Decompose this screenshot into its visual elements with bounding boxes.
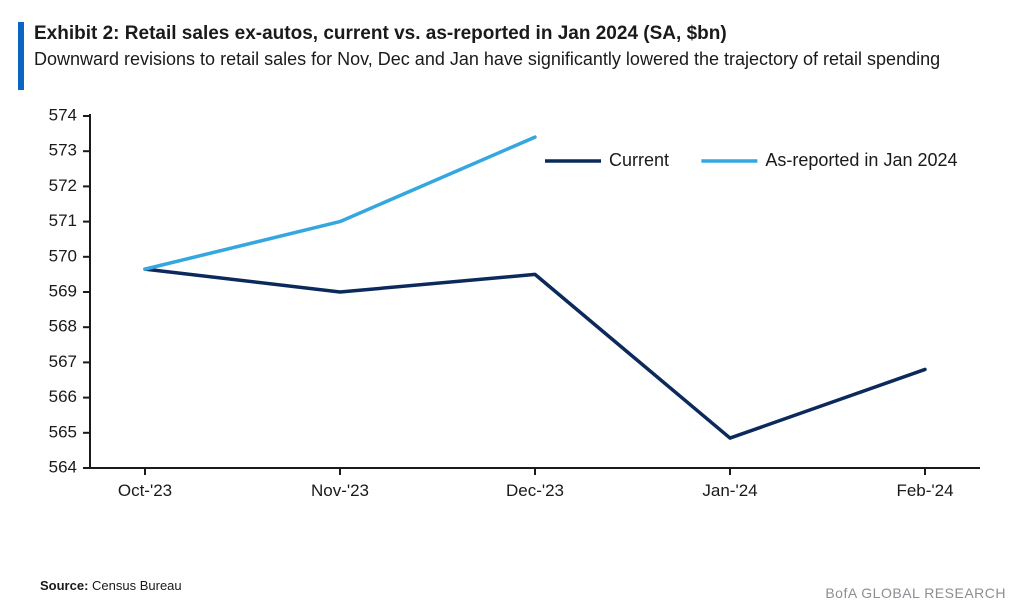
y-tick-label: 571	[49, 211, 77, 230]
x-tick-label: Nov-'23	[311, 481, 369, 500]
y-tick-label: 572	[49, 176, 77, 195]
y-tick-label: 570	[49, 246, 77, 265]
y-tick-label: 567	[49, 352, 77, 371]
legend-label: As-reported in Jan 2024	[765, 150, 957, 170]
y-tick-label: 569	[49, 281, 77, 300]
exhibit-header: Exhibit 2: Retail sales ex-autos, curren…	[18, 22, 1010, 90]
y-tick-label: 568	[49, 317, 77, 336]
source-value: Census Bureau	[92, 578, 182, 593]
y-tick-label: 574	[49, 108, 77, 124]
y-tick-label: 564	[49, 457, 77, 476]
source-label: Source:	[40, 578, 88, 593]
x-tick-label: Dec-'23	[506, 481, 564, 500]
exhibit-title: Exhibit 2: Retail sales ex-autos, curren…	[34, 22, 1010, 46]
series-line	[145, 269, 925, 438]
exhibit-subtitle: Downward revisions to retail sales for N…	[34, 48, 1010, 71]
legend-label: Current	[609, 150, 669, 170]
y-tick-label: 565	[49, 422, 77, 441]
y-tick-label: 573	[49, 141, 77, 160]
attribution-text: BofA GLOBAL RESEARCH	[825, 585, 1006, 601]
source-line: Source: Census Bureau	[40, 578, 182, 593]
header-text-block: Exhibit 2: Retail sales ex-autos, curren…	[34, 22, 1010, 70]
series-line	[145, 137, 535, 269]
y-tick-label: 566	[49, 387, 77, 406]
header-accent-bar	[18, 22, 24, 90]
x-tick-label: Feb-'24	[896, 481, 953, 500]
line-chart: 564 565 566 567 568 569 570 571 572 573 574 Oct-'23…	[40, 108, 1000, 528]
x-tick-label: Jan-'24	[702, 481, 757, 500]
x-tick-label: Oct-'23	[118, 481, 172, 500]
chart-svg: 564 565 566 567 568 569 570 571 572 573 574 Oct-'23…	[40, 108, 1000, 528]
exhibit-container: { "header": { "bar_color": "#0a66c2", "t…	[0, 0, 1034, 613]
